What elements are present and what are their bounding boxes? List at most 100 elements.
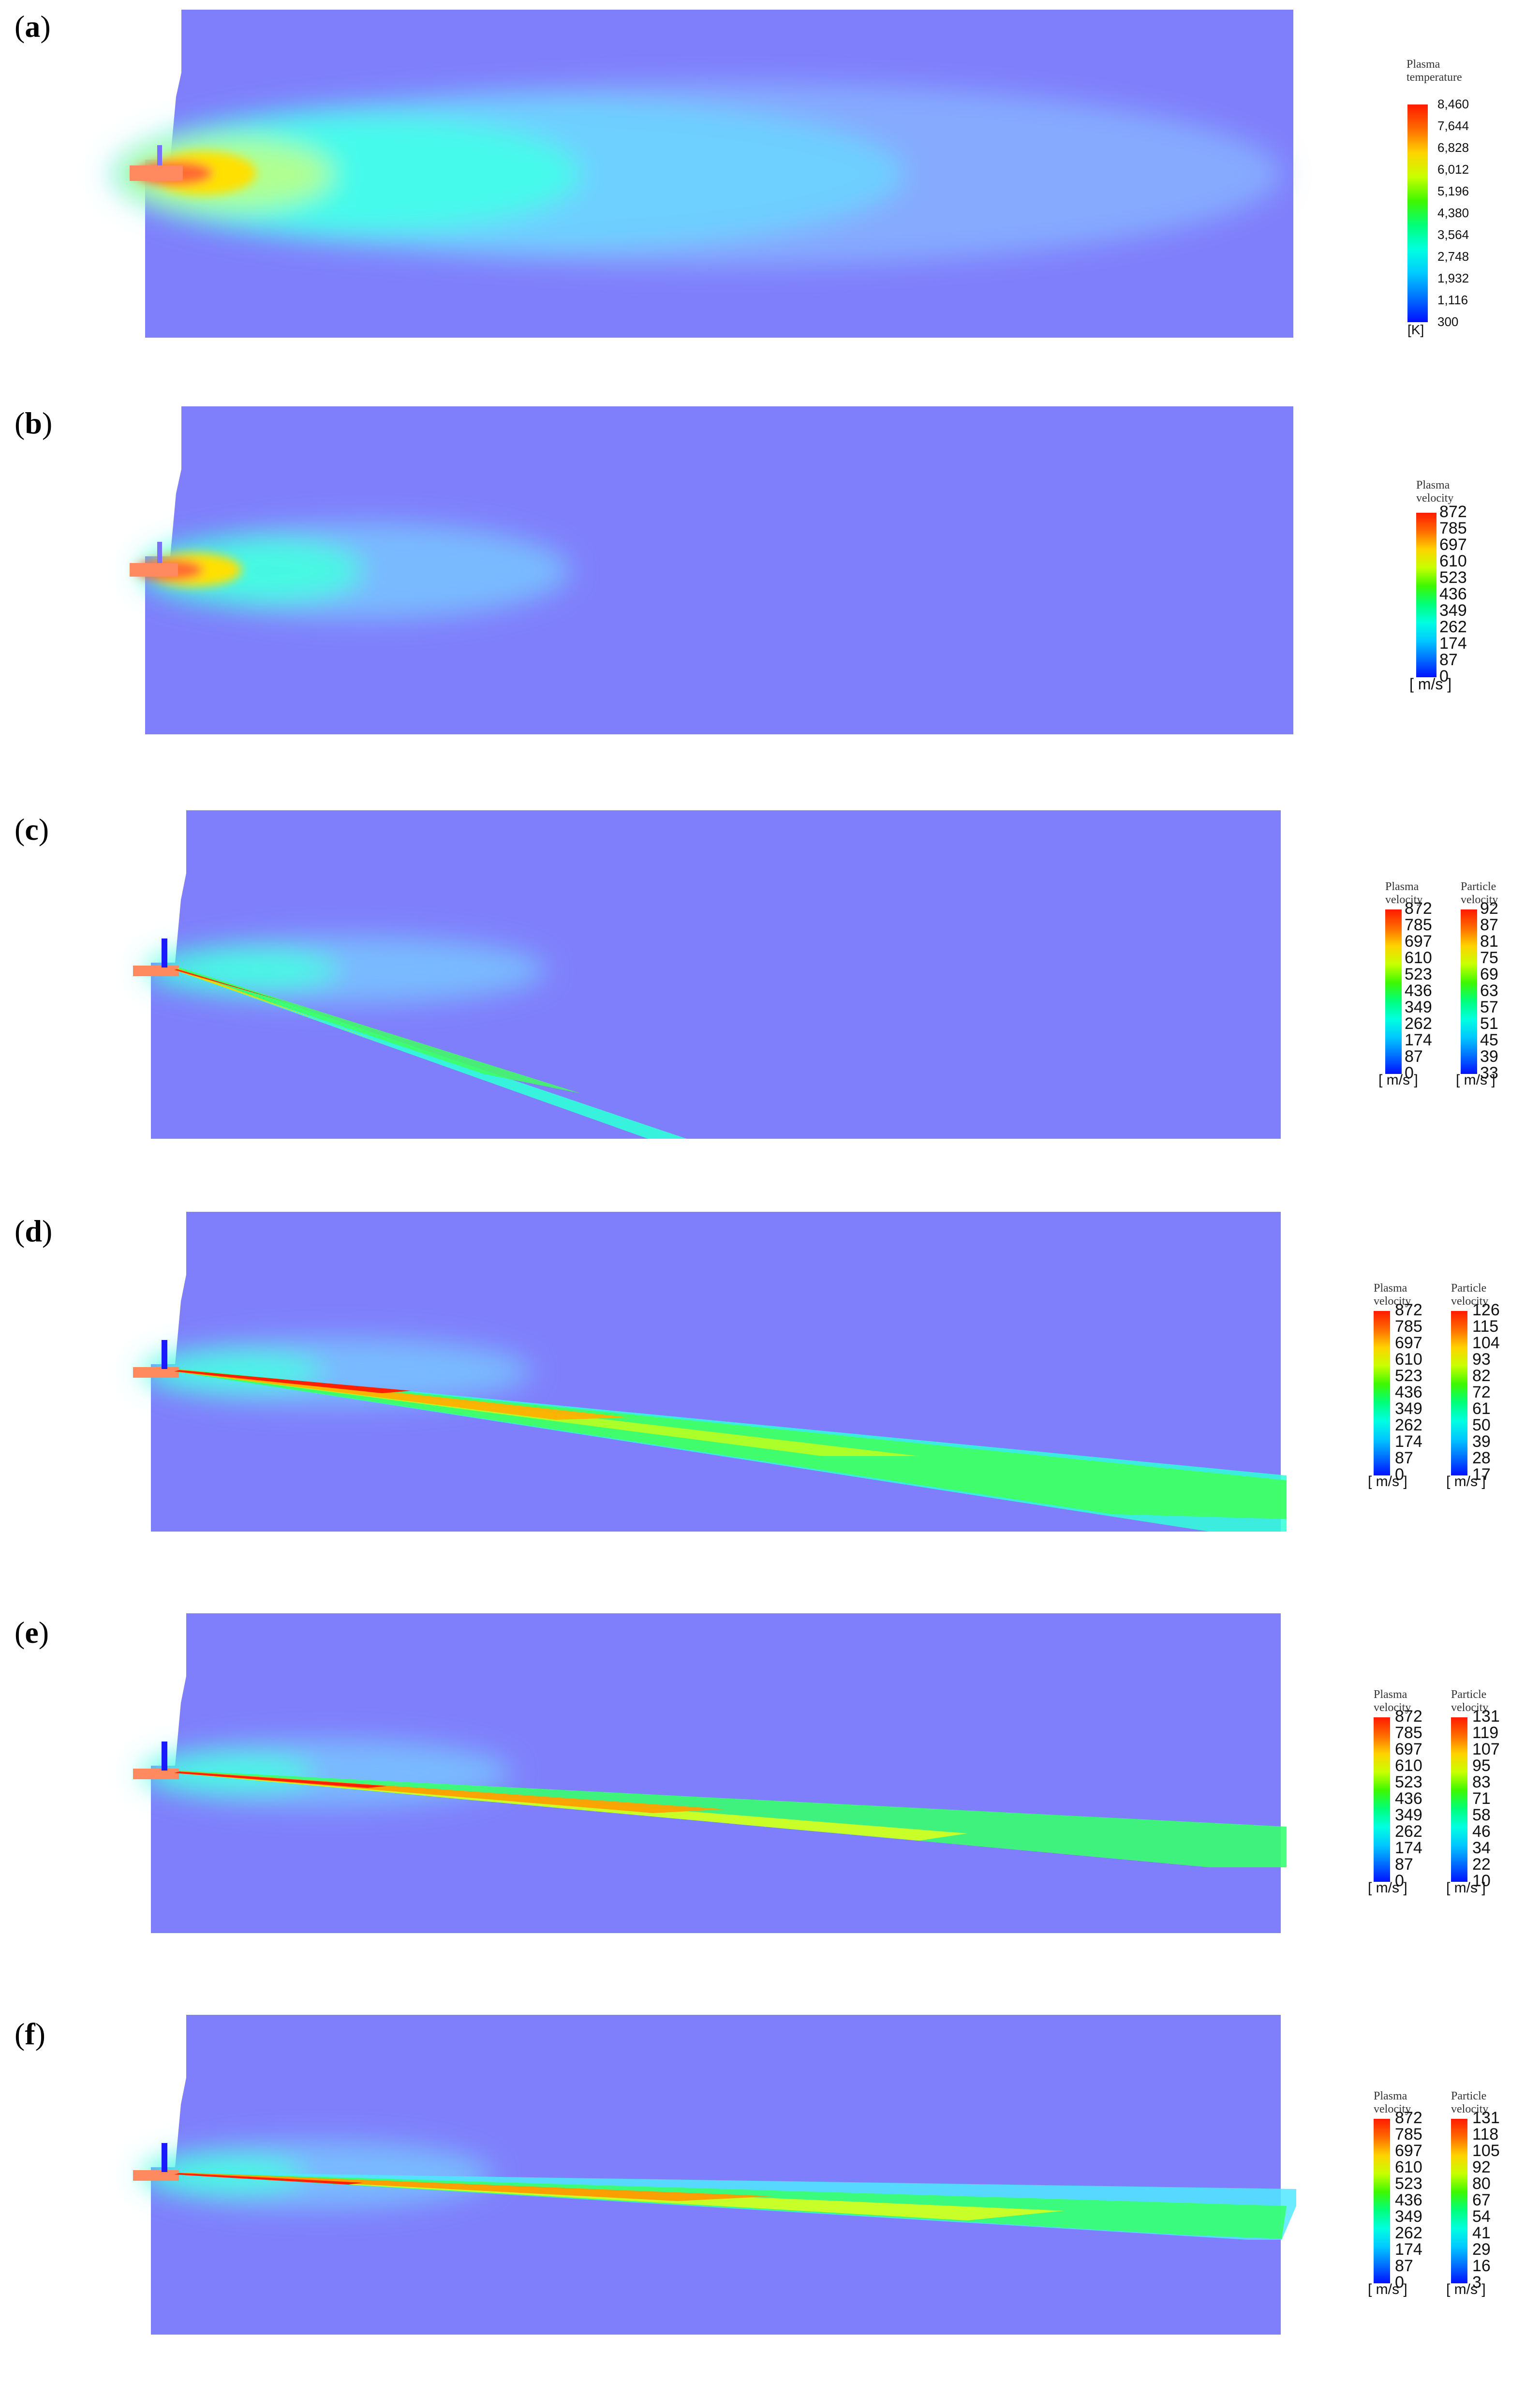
legend-title: Particle velocity (1461, 880, 1498, 906)
panel-label: (b) (15, 406, 53, 440)
legend-tick-label: 0 (1395, 1872, 1404, 1891)
legend-tick-label: 300 (1437, 314, 1459, 329)
legend-tick-label: 33 (1480, 1064, 1498, 1083)
panel-f: (f) Plasma velocity [ m/s ] 872 785 697 610… (0, 2008, 1540, 2375)
legend-tick-label: 29 (1472, 2240, 1491, 2259)
legend-tick-label: 2,748 (1437, 249, 1469, 264)
panel-label: (a) (15, 9, 51, 44)
legend-tick-label: 131 (1472, 1707, 1500, 1726)
color-scale-bar (1374, 2119, 1390, 2283)
legend-unit: [K] (1407, 322, 1424, 337)
legend-tick-label: 115 (1472, 1317, 1499, 1336)
color-scale-bar (1451, 1717, 1467, 1882)
legend-tick-label: 87 (1395, 2257, 1413, 2276)
color-scale-bar (1416, 513, 1436, 677)
panel-label: (f) (15, 2017, 45, 2051)
legend-tick-label: 67 (1472, 2191, 1491, 2210)
legend-tick-label: 436 (1395, 2191, 1422, 2210)
color-scale-bar (1451, 2119, 1467, 2283)
legend-tick-label: 45 (1480, 1031, 1498, 1050)
legend-unit: [ m/s ] (1456, 1072, 1496, 1088)
simulation-domain (151, 1613, 1281, 1933)
legend-tick-label: 46 (1472, 1822, 1491, 1841)
plasma-particle-velocity-field (133, 1212, 1287, 1532)
legend-title: Plasma temperature (1407, 58, 1462, 84)
legend-tick-label: 872 (1405, 899, 1432, 918)
legend-tick-label: 523 (1395, 1773, 1422, 1792)
legend-tick-label: 72 (1472, 1383, 1491, 1402)
plasma-temperature-field (111, 10, 1293, 338)
legend-title: Plasma velocity (1374, 2090, 1411, 2115)
legend-tick-label: 75 (1480, 949, 1498, 968)
legend-tick-label: 872 (1395, 1707, 1422, 1726)
legend-tick-label: 10 (1472, 1872, 1491, 1891)
legend-unit: [ m/s ] (1446, 1474, 1486, 1489)
legend-tick-label: 131 (1472, 2109, 1500, 2128)
legend-tick-label: 872 (1439, 503, 1467, 521)
plasma-particle-velocity-field (133, 1613, 1287, 1933)
legend-tick-label: 16 (1472, 2257, 1491, 2276)
legend-tick-label: 523 (1395, 1367, 1422, 1385)
legend-tick-label: 7,644 (1437, 118, 1469, 133)
legend-tick-label: 39 (1480, 1047, 1498, 1066)
legend-tick-label: 87 (1480, 916, 1498, 935)
particle-trajectories (174, 2172, 1296, 2240)
plasma-velocity-field (130, 406, 1293, 734)
legend-tick-label: 82 (1472, 1367, 1491, 1385)
legend-tick-label: 4,380 (1437, 205, 1469, 220)
legend-title: Particle velocity (1451, 2090, 1489, 2115)
legend-tick-label: 436 (1405, 982, 1432, 1000)
legend-tick-label: 50 (1472, 1416, 1491, 1435)
legend-tick-label: 262 (1395, 1416, 1422, 1435)
legend-tick-label: 697 (1405, 932, 1432, 951)
legend-tick-label: 57 (1480, 998, 1498, 1017)
legend-title: Particle velocity (1451, 1688, 1489, 1714)
legend-tick-label: 436 (1395, 1789, 1422, 1808)
panel-label: (d) (15, 1214, 53, 1248)
legend-tick-label: 104 (1472, 1334, 1500, 1353)
legend-title: Plasma velocity (1385, 880, 1423, 906)
legend-tick-label: 436 (1395, 1383, 1422, 1402)
legend-tick-label: 126 (1472, 1301, 1500, 1320)
legend-tick-label: 0 (1395, 1465, 1404, 1484)
legend-tick-label: 349 (1395, 1806, 1422, 1825)
legend-unit: [ m/s ] (1368, 2281, 1407, 2297)
legend-tick-label: 610 (1395, 1757, 1422, 1775)
plasma-particle-velocity-field (133, 810, 1281, 1139)
particle-trajectories (174, 968, 687, 1139)
legend-tick-label: 872 (1395, 2109, 1422, 2128)
legend-tick-label: 17 (1472, 1465, 1491, 1484)
legend-tick-label: 697 (1395, 1334, 1422, 1353)
panel-d: (d) Plasma velocity [ m/s ] 872 785 697 610… (0, 1205, 1540, 1563)
legend-tick-label: 3,564 (1437, 227, 1469, 242)
legend-tick-label: 610 (1439, 552, 1467, 571)
legend-title: Particle velocity (1451, 1282, 1489, 1308)
simulation-domain (145, 406, 1293, 734)
legend-tick-label: 349 (1395, 2207, 1422, 2226)
color-scale-bar (1407, 104, 1428, 322)
legend-tick-label: 174 (1405, 1031, 1432, 1050)
legend-tick-label: 58 (1472, 1806, 1491, 1825)
legend-title: Plasma velocity (1416, 479, 1454, 505)
legend-tick-label: 34 (1472, 1839, 1491, 1858)
legend-tick-label: 262 (1405, 1014, 1432, 1033)
legend-tick-label: 785 (1439, 519, 1467, 538)
legend-unit: [ m/s ] (1446, 1880, 1486, 1896)
legend-tick-label: 71 (1472, 1789, 1491, 1808)
legend-tick-label: 63 (1480, 982, 1498, 1000)
legend-tick-label: 0 (1405, 1064, 1414, 1083)
legend-tick-label: 87 (1405, 1047, 1423, 1066)
particle-trajectories (174, 1369, 1287, 1532)
legend-unit: [ m/s ] (1446, 2281, 1486, 2297)
legend-title: Plasma velocity (1374, 1282, 1411, 1308)
legend-tick-label: 523 (1405, 965, 1432, 984)
panel-label: (c) (15, 812, 49, 847)
legend-tick-label: 697 (1395, 1740, 1422, 1759)
legend-tick-label: 6,828 (1437, 140, 1469, 155)
legend-tick-label: 83 (1472, 1773, 1491, 1792)
legend-tick-label: 0 (1439, 667, 1449, 686)
legend-tick-label: 69 (1480, 965, 1498, 984)
color-scale-bar (1451, 1311, 1467, 1475)
legend-tick-label: 51 (1480, 1014, 1498, 1033)
legend-tick-label: 3 (1472, 2273, 1481, 2292)
